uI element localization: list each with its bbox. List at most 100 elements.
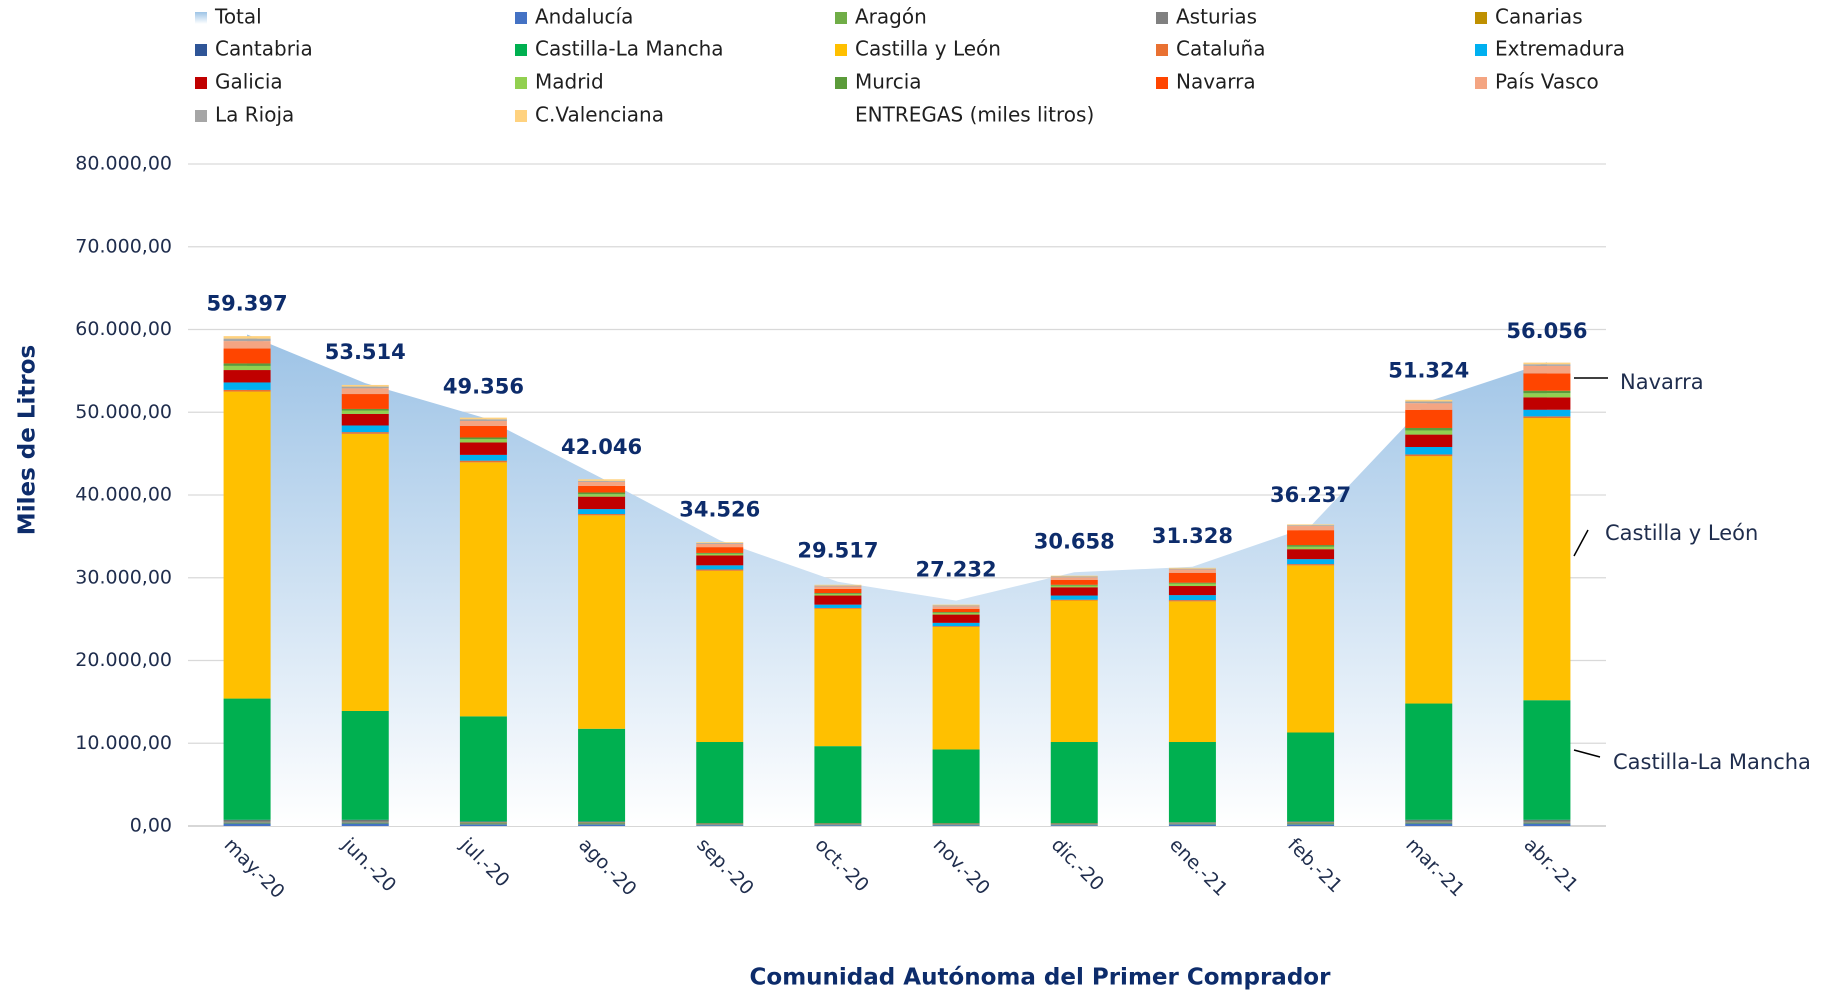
bar-segment: [696, 543, 744, 548]
bar-segment: [1168, 572, 1216, 583]
bar-segment: [932, 825, 980, 826]
x-tick-label: ene.-21: [1165, 834, 1232, 901]
legend-label: C.Valenciana: [535, 103, 664, 127]
bar-segment: [578, 479, 626, 481]
bar-segment: [341, 822, 389, 824]
bar-segment: [932, 604, 980, 606]
annotation-leader: [1573, 749, 1601, 758]
bar-segment: [223, 336, 271, 339]
bar-segment: [814, 593, 862, 596]
bar-segment: [1405, 434, 1453, 448]
bar-segment: [1287, 525, 1335, 527]
y-tick-label: 40.000,00: [75, 484, 172, 506]
bar-segment: [341, 410, 389, 414]
y-axis-title: Miles de Litros: [15, 345, 41, 535]
bar-segment: [223, 821, 271, 823]
bar-segment: [459, 460, 507, 463]
bar-segment: [1168, 595, 1216, 601]
bar-segment: [1287, 546, 1335, 550]
data-label: 49.356: [443, 375, 524, 399]
bar-segment: [814, 825, 862, 826]
bar-segment: [1405, 409, 1453, 428]
x-tick-label: jul.-20: [455, 833, 513, 891]
bar-segment: [814, 593, 862, 594]
legend-marker: [835, 44, 847, 56]
y-tick-label: 60.000,00: [75, 318, 172, 340]
bar-segment: [1287, 545, 1335, 547]
bar-segment: [459, 716, 507, 822]
bar-segment: [1050, 577, 1098, 580]
bar-segment: [1050, 585, 1098, 588]
bar-segment: [1287, 565, 1335, 733]
bar-segment: [1405, 821, 1453, 823]
bar-segment: [578, 496, 626, 510]
bar-segment: [578, 515, 626, 729]
bar-segment: [1050, 599, 1098, 601]
legend-marker: [1475, 12, 1487, 24]
bar-segment: [1168, 600, 1216, 602]
bar-segment: [1405, 819, 1453, 821]
legend-marker: [1475, 44, 1487, 56]
bar-segment: [459, 823, 507, 825]
bar-segment: [223, 370, 271, 383]
total-area: [247, 334, 1547, 826]
y-tick-label: 70.000,00: [75, 235, 172, 257]
bar-segment: [578, 823, 626, 825]
bar-segment: [1287, 824, 1335, 826]
bar-segment: [1523, 373, 1571, 391]
bar-segment: [1523, 393, 1571, 398]
bar-segment: [1050, 579, 1098, 585]
data-label: 34.526: [679, 497, 760, 521]
bar-segment: [932, 626, 980, 627]
data-label: 51.324: [1388, 358, 1469, 382]
bar-segment: [696, 542, 744, 544]
bar-segment: [1405, 427, 1453, 431]
bar-segment: [696, 555, 744, 566]
bar-segment: [814, 607, 862, 609]
legend-label: Asturias: [1176, 5, 1257, 29]
legend-marker: [1475, 77, 1487, 89]
bar-segment: [1050, 825, 1098, 826]
bar-segment: [1050, 742, 1098, 824]
bar-segment: [1523, 822, 1571, 824]
bar-segment: [1168, 742, 1216, 823]
legend-note: ENTREGAS (miles litros): [855, 103, 1094, 127]
bar-segment: [341, 433, 389, 711]
legend-label: Andalucía: [535, 5, 633, 29]
bar-segment: [223, 365, 271, 371]
bar-segment: [1168, 823, 1216, 824]
data-label: 30.658: [1034, 529, 1115, 553]
legend-marker: [1156, 12, 1168, 24]
bar-segment: [1168, 567, 1216, 569]
bar-segment: [932, 608, 980, 613]
data-label: 56.056: [1506, 319, 1587, 343]
bar-segment: [578, 494, 626, 497]
legend-label: Madrid: [535, 70, 604, 94]
y-tick-label: 50.000,00: [75, 401, 172, 423]
legend-marker: [195, 12, 207, 24]
bar-segment: [1405, 399, 1453, 402]
bar-segment: [1050, 587, 1098, 596]
bar-segment: [223, 363, 271, 366]
bar-segment: [459, 454, 507, 461]
bar-segment: [341, 710, 389, 820]
bar-segment: [459, 419, 507, 421]
data-label: 31.328: [1152, 524, 1233, 548]
bar-segment: [459, 442, 507, 455]
bar-segment: [1523, 416, 1571, 419]
bar-segment: [578, 514, 626, 516]
x-tick-label: dic.-20: [1047, 834, 1108, 895]
legend-marker: [835, 77, 847, 89]
bar-segment: [459, 439, 507, 443]
bar-segment: [341, 432, 389, 434]
bar-segment: [459, 420, 507, 426]
annotation-leader: [1573, 529, 1589, 557]
y-tick-label: 30.000,00: [75, 566, 172, 588]
bar-segment: [459, 462, 507, 717]
legend-label: Total: [214, 5, 262, 29]
bar-segment: [223, 698, 271, 820]
bar-segment: [459, 822, 507, 824]
bar-segment: [341, 394, 389, 409]
bar-segment: [341, 819, 389, 821]
